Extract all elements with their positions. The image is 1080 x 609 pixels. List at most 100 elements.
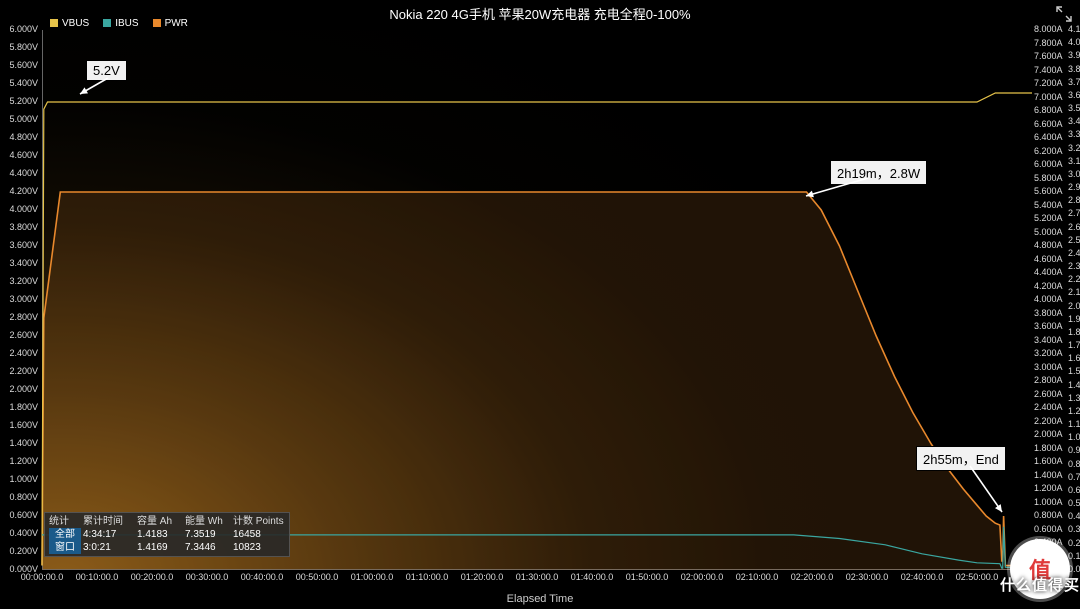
y-right-outer-tick: 0.900W — [1068, 445, 1080, 455]
stats-cell: 4:34:17 — [83, 528, 135, 541]
y-left-tick: 2.200V — [0, 366, 38, 376]
stats-cell: 7.3446 — [185, 541, 231, 554]
y-right-inner-tick: 7.400A — [1034, 65, 1063, 75]
y-right-inner-tick: 2.800A — [1034, 375, 1063, 385]
y-right-inner-tick: 7.800A — [1034, 38, 1063, 48]
y-right-outer-tick: 0.300W — [1068, 524, 1080, 534]
y-right-inner-tick: 2.400A — [1034, 402, 1063, 412]
y-left-tick: 4.000V — [0, 204, 38, 214]
y-right-outer-tick: 3.400W — [1068, 116, 1080, 126]
y-right-outer-tick: 2.200W — [1068, 274, 1080, 284]
y-right-outer-tick: 0.800W — [1068, 459, 1080, 469]
y-right-outer-tick: 3.500W — [1068, 103, 1080, 113]
stats-header: 计数 Points — [233, 515, 285, 528]
stats-cell: 16458 — [233, 528, 285, 541]
y-right-inner-tick: 5.800A — [1034, 173, 1063, 183]
y-right-inner-tick: 2.200A — [1034, 416, 1063, 426]
stats-cell: 1.4183 — [137, 528, 183, 541]
y-right-outer-tick: 2.700W — [1068, 208, 1080, 218]
y-right-inner-tick: 4.600A — [1034, 254, 1063, 264]
stats-rowkey: 全部 — [49, 528, 81, 541]
y-right-outer-tick: 1.500W — [1068, 366, 1080, 376]
x-tick: 00:20:00.0 — [131, 572, 174, 582]
y-left-tick: 3.600V — [0, 240, 38, 250]
x-axis-title: Elapsed Time — [0, 593, 1080, 605]
y-right-outer-tick: 1.000W — [1068, 432, 1080, 442]
y-right-inner-tick: 6.200A — [1034, 146, 1063, 156]
y-right-outer-tick: 2.400W — [1068, 248, 1080, 258]
y-right-inner-tick: 7.000A — [1034, 92, 1063, 102]
y-right-inner-tick: 8.000A — [1034, 24, 1063, 34]
y-right-outer-tick: 1.300W — [1068, 393, 1080, 403]
y-left-tick: 2.800V — [0, 312, 38, 322]
y-right-inner-tick: 7.200A — [1034, 78, 1063, 88]
y-right-inner-tick: 5.200A — [1034, 213, 1063, 223]
y-right-inner-tick: 6.400A — [1034, 132, 1063, 142]
y-right-inner-tick: 3.000A — [1034, 362, 1063, 372]
y-left-tick: 0.400V — [0, 528, 38, 538]
y-right-outer-tick: 1.600W — [1068, 353, 1080, 363]
x-tick: 00:50:00.0 — [296, 572, 339, 582]
stats-cell: 10823 — [233, 541, 285, 554]
y-right-inner-tick: 1.000A — [1034, 497, 1063, 507]
x-tick: 02:00:00.0 — [681, 572, 724, 582]
x-tick: 01:30:00.0 — [516, 572, 559, 582]
legend: VBUS IBUS PWR — [50, 18, 188, 29]
y-right-outer-tick: 3.600W — [1068, 90, 1080, 100]
y-right-inner-tick: 4.400A — [1034, 267, 1063, 277]
stats-rowkey: 窗口 — [49, 541, 81, 554]
stats-header: 容量 Ah — [137, 515, 183, 528]
y-right-inner-tick: 7.600A — [1034, 51, 1063, 61]
y-left-tick: 1.600V — [0, 420, 38, 430]
y-left-tick: 1.400V — [0, 438, 38, 448]
y-left-tick: 0.800V — [0, 492, 38, 502]
y-right-inner-tick: 0.600A — [1034, 524, 1063, 534]
y-right-outer-tick: 0.700W — [1068, 472, 1080, 482]
y-left-tick: 5.600V — [0, 60, 38, 70]
x-tick: 02:50:00.0 — [956, 572, 999, 582]
stats-cell: 1.4169 — [137, 541, 183, 554]
y-right-inner-tick: 4.000A — [1034, 294, 1063, 304]
y-right-inner-tick: 5.600A — [1034, 186, 1063, 196]
y-right-inner-tick: 0.800A — [1034, 510, 1063, 520]
y-left-tick: 1.000V — [0, 474, 38, 484]
y-right-outer-tick: 2.800W — [1068, 195, 1080, 205]
y-right-inner-tick: 4.800A — [1034, 240, 1063, 250]
y-right-inner-tick: 5.000A — [1034, 227, 1063, 237]
x-tick: 02:40:00.0 — [901, 572, 944, 582]
legend-item: IBUS — [103, 18, 138, 29]
y-right-outer-tick: 2.000W — [1068, 301, 1080, 311]
y-right-outer-tick: 3.900W — [1068, 50, 1080, 60]
watermark-text: 什么值得买 — [1000, 574, 1080, 595]
stats-box: 统计 累计时间 容量 Ah 能量 Wh 计数 Points 全部 4:34:17… — [44, 512, 290, 557]
expand-icon[interactable] — [1056, 6, 1072, 22]
x-tick: 02:10:00.0 — [736, 572, 779, 582]
x-tick: 01:20:00.0 — [461, 572, 504, 582]
y-right-outer-tick: 1.700W — [1068, 340, 1080, 350]
y-left-tick: 0.200V — [0, 546, 38, 556]
ann-vbus: 5.2V — [86, 60, 127, 81]
y-right-outer-tick: 4.000W — [1068, 37, 1080, 47]
y-left-tick: 3.400V — [0, 258, 38, 268]
y-left-tick: 4.400V — [0, 168, 38, 178]
y-right-outer-tick: 2.500W — [1068, 235, 1080, 245]
x-tick: 02:30:00.0 — [846, 572, 889, 582]
x-tick: 00:10:00.0 — [76, 572, 119, 582]
y-left-tick: 5.200V — [0, 96, 38, 106]
y-right-outer-tick: 2.900W — [1068, 182, 1080, 192]
ann-end: 2h55m，End — [916, 446, 1006, 471]
y-left-tick: 2.600V — [0, 330, 38, 340]
y-right-inner-tick: 1.800A — [1034, 443, 1063, 453]
y-right-outer-tick: 3.800W — [1068, 64, 1080, 74]
y-right-outer-tick: 1.100W — [1068, 419, 1080, 429]
y-left-tick: 5.000V — [0, 114, 38, 124]
y-left-tick: 3.800V — [0, 222, 38, 232]
y-right-inner-tick: 2.600A — [1034, 389, 1063, 399]
y-left-tick: 0.600V — [0, 510, 38, 520]
y-right-outer-tick: 0.100W — [1068, 551, 1080, 561]
y-left-tick: 3.000V — [0, 294, 38, 304]
y-right-outer-tick: 3.300W — [1068, 129, 1080, 139]
y-right-inner-tick: 1.200A — [1034, 483, 1063, 493]
y-left-tick: 5.400V — [0, 78, 38, 88]
y-right-outer-tick: 1.800W — [1068, 327, 1080, 337]
